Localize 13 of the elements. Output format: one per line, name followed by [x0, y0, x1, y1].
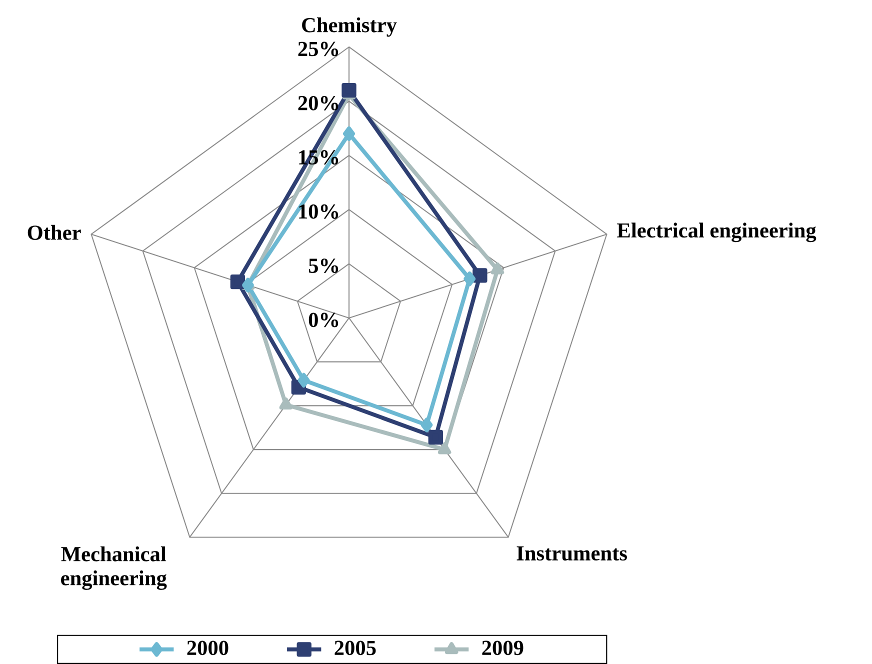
spoke-label: Electrical engineering: [617, 222, 816, 242]
spoke-label: Chemistry: [302, 17, 397, 37]
y-tick-label: 25%: [298, 42, 338, 56]
y-tick-label: 0%: [308, 312, 338, 328]
legend-label: 2000: [187, 640, 228, 656]
spoke-label: Instruments: [516, 546, 627, 561]
spoke-label: Other: [28, 224, 81, 240]
y-tick-label: 10%: [299, 204, 338, 219]
legend-label: 2005: [334, 640, 376, 656]
y-tick-label: 20%: [298, 96, 338, 110]
y-tick-label: 5%: [308, 258, 338, 274]
legend-label: 2009: [482, 640, 524, 656]
spoke-label: Mechanical engineering: [61, 546, 167, 590]
